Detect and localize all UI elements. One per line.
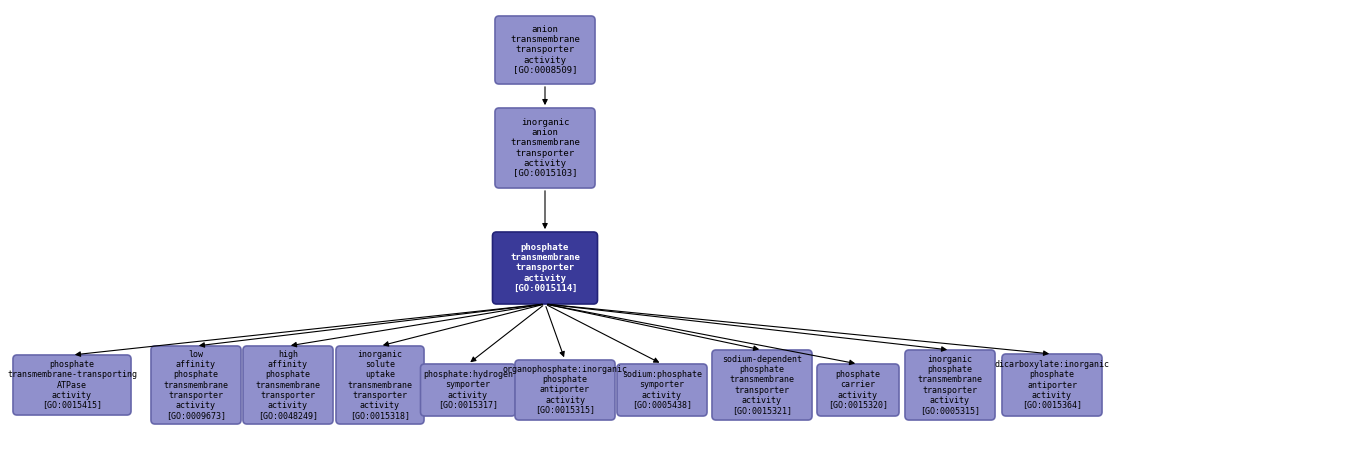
FancyBboxPatch shape bbox=[516, 360, 615, 420]
Text: organophosphate:inorganic
phosphate
antiporter
activity
[GO:0015315]: organophosphate:inorganic phosphate anti… bbox=[502, 365, 627, 414]
Text: dicarboxylate:inorganic
phosphate
antiporter
activity
[GO:0015364]: dicarboxylate:inorganic phosphate antipo… bbox=[995, 360, 1110, 410]
Text: sodium:phosphate
symporter
activity
[GO:0005438]: sodium:phosphate symporter activity [GO:… bbox=[622, 370, 702, 410]
Text: high
affinity
phosphate
transmembrane
transporter
activity
[GO:0048249]: high affinity phosphate transmembrane tr… bbox=[255, 350, 320, 419]
Text: inorganic
solute
uptake
transmembrane
transporter
activity
[GO:0015318]: inorganic solute uptake transmembrane tr… bbox=[347, 350, 413, 419]
Text: phosphate:hydrogen
symporter
activity
[GO:0015317]: phosphate:hydrogen symporter activity [G… bbox=[423, 370, 513, 410]
FancyBboxPatch shape bbox=[712, 350, 811, 420]
FancyBboxPatch shape bbox=[817, 364, 898, 416]
FancyBboxPatch shape bbox=[493, 232, 597, 304]
FancyBboxPatch shape bbox=[243, 346, 332, 424]
FancyBboxPatch shape bbox=[905, 350, 995, 420]
FancyBboxPatch shape bbox=[421, 364, 516, 416]
Text: low
affinity
phosphate
transmembrane
transporter
activity
[GO:0009673]: low affinity phosphate transmembrane tra… bbox=[163, 350, 228, 419]
FancyBboxPatch shape bbox=[617, 364, 707, 416]
Text: inorganic
anion
transmembrane
transporter
activity
[GO:0015103]: inorganic anion transmembrane transporte… bbox=[510, 118, 579, 178]
Text: anion
transmembrane
transporter
activity
[GO:0008509]: anion transmembrane transporter activity… bbox=[510, 25, 579, 74]
Text: phosphate
transmembrane
transporter
activity
[GO:0015114]: phosphate transmembrane transporter acti… bbox=[510, 244, 579, 293]
FancyBboxPatch shape bbox=[1001, 354, 1102, 416]
Text: phosphate
carrier
activity
[GO:0015320]: phosphate carrier activity [GO:0015320] bbox=[828, 370, 887, 410]
FancyBboxPatch shape bbox=[14, 355, 132, 415]
FancyBboxPatch shape bbox=[151, 346, 242, 424]
Text: inorganic
phosphate
transmembrane
transporter
activity
[GO:0005315]: inorganic phosphate transmembrane transp… bbox=[917, 355, 982, 414]
FancyBboxPatch shape bbox=[495, 16, 594, 84]
Text: sodium-dependent
phosphate
transmembrane
transporter
activity
[GO:0015321]: sodium-dependent phosphate transmembrane… bbox=[722, 355, 802, 414]
Text: phosphate
transmembrane-transporting
ATPase
activity
[GO:0015415]: phosphate transmembrane-transporting ATP… bbox=[7, 360, 137, 410]
FancyBboxPatch shape bbox=[337, 346, 423, 424]
FancyBboxPatch shape bbox=[495, 108, 594, 188]
